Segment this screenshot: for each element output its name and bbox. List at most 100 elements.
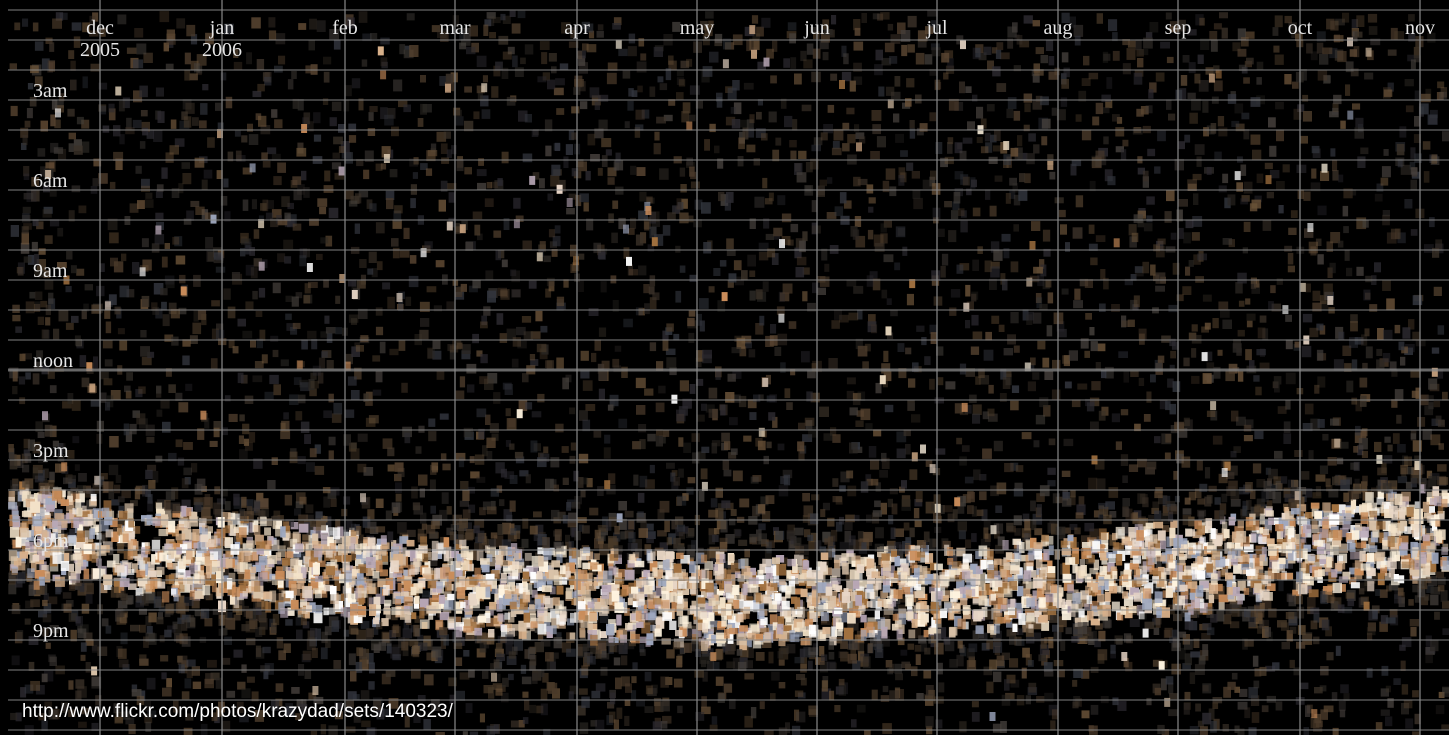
thumbnail <box>1208 708 1215 720</box>
thumbnail <box>283 412 289 420</box>
thumbnail <box>66 251 73 260</box>
thumbnail <box>1121 320 1130 327</box>
thumbnail <box>550 457 560 468</box>
thumbnail <box>743 82 754 90</box>
thumbnail <box>74 464 80 471</box>
thumbnail <box>356 629 367 641</box>
thumbnail <box>346 700 354 708</box>
thumbnail <box>328 207 339 219</box>
thumbnail <box>1040 96 1049 106</box>
thumbnail <box>903 522 910 531</box>
thumbnail <box>124 385 131 393</box>
thumbnail <box>811 580 822 587</box>
thumbnail <box>668 60 677 71</box>
thumbnail <box>632 441 641 450</box>
thumbnail <box>461 344 471 354</box>
thumbnail <box>1106 77 1113 89</box>
thumbnail <box>58 148 67 160</box>
thumbnail <box>796 566 803 574</box>
thumbnail <box>1389 361 1397 370</box>
thumbnail <box>771 253 779 265</box>
thumbnail <box>757 61 766 70</box>
thumbnail <box>1276 129 1284 142</box>
thumbnail <box>1202 712 1212 725</box>
thumbnail <box>458 457 465 468</box>
thumbnail <box>1411 390 1419 398</box>
thumbnail <box>1366 627 1376 636</box>
thumbnail <box>1431 154 1438 164</box>
thumbnail <box>1285 339 1293 350</box>
thumbnail <box>1342 345 1352 356</box>
thumbnail <box>452 340 462 350</box>
thumbnail <box>471 549 477 560</box>
thumbnail <box>10 105 18 117</box>
thumbnail <box>601 155 608 167</box>
thumbnail <box>1155 558 1162 570</box>
thumbnail <box>284 212 291 222</box>
thumbnail <box>1000 721 1007 733</box>
thumbnail <box>604 434 611 444</box>
thumbnail <box>911 414 921 423</box>
thumbnail <box>832 434 841 443</box>
thumbnail <box>1403 700 1413 709</box>
thumbnail <box>704 139 710 151</box>
thumbnail <box>978 52 987 61</box>
thumbnail <box>49 656 57 666</box>
thumbnail <box>1097 343 1106 352</box>
thumbnail <box>1344 249 1350 261</box>
thumbnail <box>494 648 504 657</box>
thumbnail <box>671 481 679 490</box>
thumbnail <box>206 571 216 579</box>
thumbnail <box>424 241 433 249</box>
thumbnail <box>309 218 319 226</box>
thumbnail <box>873 429 882 437</box>
thumbnail <box>1112 697 1119 706</box>
thumbnail <box>193 274 201 287</box>
thumbnail <box>287 79 294 90</box>
thumbnail <box>1088 72 1099 80</box>
thumbnail <box>33 441 41 453</box>
thumbnail <box>1245 31 1255 39</box>
thumbnail <box>800 677 807 686</box>
thumbnail <box>186 669 193 679</box>
thumbnail <box>1193 254 1201 265</box>
thumbnail <box>769 394 777 403</box>
thumbnail <box>1025 608 1035 616</box>
thumbnail <box>1360 147 1369 155</box>
thumbnail <box>358 98 364 111</box>
thumbnail <box>1248 687 1258 699</box>
thumbnail <box>673 678 683 688</box>
thumbnail <box>1274 384 1280 393</box>
thumbnail <box>317 372 324 384</box>
thumbnail <box>686 157 693 166</box>
thumbnail <box>273 176 282 186</box>
thumbnail <box>644 388 654 396</box>
thumbnail <box>106 395 114 408</box>
thumbnail <box>1098 511 1107 519</box>
thumbnail <box>937 627 947 639</box>
thumbnail <box>1097 649 1108 661</box>
thumbnail <box>71 315 79 323</box>
thumbnail <box>1112 32 1118 42</box>
thumbnail <box>1337 51 1347 63</box>
thumbnail <box>333 402 343 415</box>
thumbnail <box>453 642 463 649</box>
thumbnail <box>1410 229 1418 236</box>
thumbnail <box>671 601 677 612</box>
thumbnail <box>1435 705 1445 715</box>
thumbnail <box>138 386 146 394</box>
thumbnail <box>1386 585 1392 592</box>
thumbnail <box>578 280 584 292</box>
thumbnail <box>900 150 908 157</box>
thumbnail <box>368 681 375 690</box>
thumbnail <box>746 119 754 129</box>
thumbnail <box>43 603 52 614</box>
thumbnail <box>428 431 437 442</box>
thumbnail <box>1120 149 1127 161</box>
thumbnail <box>987 60 994 70</box>
thumbnail <box>1316 31 1326 42</box>
thumbnail <box>1034 69 1044 76</box>
thumbnail <box>506 554 513 561</box>
thumbnail <box>540 325 548 333</box>
